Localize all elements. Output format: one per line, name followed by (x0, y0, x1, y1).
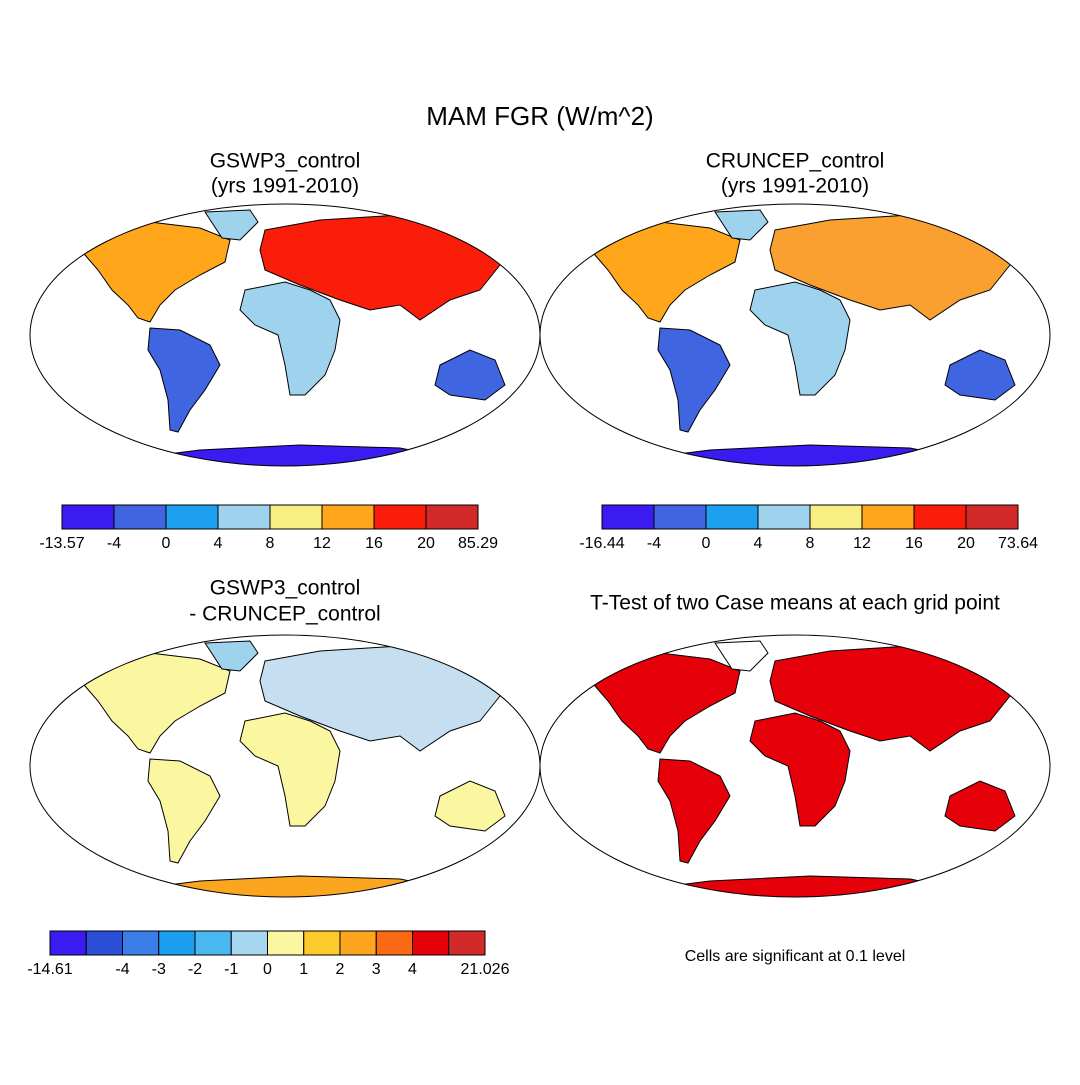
map (69, 209, 521, 466)
colorbar-label: -3 (152, 961, 166, 978)
landmass (714, 209, 769, 241)
colorbar-box (412, 930, 450, 956)
panel-title: (yrs 1991-2010) (211, 175, 359, 198)
colorbar-label: 4 (754, 535, 763, 552)
landmass (579, 652, 741, 754)
colorbar-box (757, 504, 811, 530)
landmass (119, 875, 451, 897)
colorbar-box (425, 504, 479, 530)
landmass (657, 758, 731, 864)
colorbar-box (705, 504, 759, 530)
colorbar-label: 12 (313, 535, 331, 552)
colorbar-label: 16 (365, 535, 383, 552)
map (579, 640, 1031, 897)
map (579, 209, 1031, 466)
colorbar-box (339, 930, 377, 956)
colorbar-box (122, 930, 160, 956)
colorbar-label: 8 (806, 535, 815, 552)
colorbar-box (85, 930, 123, 956)
colorbar-box (809, 504, 863, 530)
colorbar-box (601, 504, 655, 530)
colorbar-box (113, 504, 167, 530)
colorbar-box (230, 930, 268, 956)
colorbar-label: 4 (408, 961, 417, 978)
colorbar-label: 0 (702, 535, 711, 552)
colorbar-label: -4 (115, 961, 129, 978)
colorbar-label: 0 (263, 961, 272, 978)
colorbar-label: 20 (417, 535, 435, 552)
colorbar-label: 21.026 (461, 961, 510, 978)
colorbar-label: 0 (162, 535, 171, 552)
colorbar-label: -1 (224, 961, 238, 978)
colorbar-box (321, 504, 375, 530)
landmass (239, 712, 341, 827)
landmass (147, 327, 221, 433)
colorbar-box (217, 504, 271, 530)
colorbar-label: 85.29 (458, 535, 498, 552)
colorbar-label: 73.64 (998, 535, 1038, 552)
panel-title: CRUNCEP_control (706, 150, 885, 173)
colorbar-box (158, 930, 196, 956)
map-border (539, 634, 1051, 898)
colorbar-box (861, 504, 915, 530)
colorbar-label: -4 (107, 535, 121, 552)
colorbar-label: 2 (336, 961, 345, 978)
colorbar-label: 3 (372, 961, 381, 978)
landmass (749, 281, 851, 396)
map (69, 640, 521, 897)
colorbar-label: -13.57 (39, 535, 84, 552)
landmass (239, 281, 341, 396)
colorbar-label: -2 (188, 961, 202, 978)
landmass (69, 221, 231, 323)
landmass (204, 209, 259, 241)
colorbar-box (653, 504, 707, 530)
landmass (204, 640, 259, 672)
figure-title: MAM FGR (W/m^2) (426, 101, 653, 131)
colorbar-box (194, 930, 232, 956)
colorbar-box (165, 504, 219, 530)
colorbar-box (267, 930, 305, 956)
colorbar-box (269, 504, 323, 530)
landmass (579, 221, 741, 323)
landmass (434, 780, 506, 832)
landmass (944, 780, 1016, 832)
landmass (714, 640, 769, 672)
colorbar-label: 1 (299, 961, 308, 978)
colorbar-label: 4 (214, 535, 223, 552)
colorbar-box (448, 930, 486, 956)
landmass (657, 327, 731, 433)
colorbar-box (61, 504, 115, 530)
colorbar-label: -4 (647, 535, 661, 552)
panel-title: GSWP3_control (210, 577, 361, 600)
colorbar-box (373, 504, 427, 530)
panel-title: T-Test of two Case means at each grid po… (590, 592, 1000, 615)
colorbar-box (965, 504, 1019, 530)
landmass (434, 349, 506, 401)
map-border (539, 203, 1051, 467)
colorbar-label: 16 (905, 535, 923, 552)
colorbar-label: 20 (957, 535, 975, 552)
colorbar-label: 8 (266, 535, 275, 552)
panel-title: GSWP3_control (210, 150, 361, 173)
colorbar-box (375, 930, 413, 956)
landmass (69, 652, 231, 754)
panel-title: (yrs 1991-2010) (721, 175, 869, 198)
colorbar-box (303, 930, 341, 956)
landmass (629, 875, 961, 897)
colorbar-box (49, 930, 87, 956)
landmass (749, 712, 851, 827)
panel-title: - CRUNCEP_control (189, 603, 380, 626)
landmass (147, 758, 221, 864)
colorbar-label: -14.61 (27, 961, 72, 978)
landmass (629, 444, 961, 466)
panel-note: Cells are significant at 0.1 level (685, 948, 906, 965)
colorbar-box (913, 504, 967, 530)
colorbar-label: -16.44 (579, 535, 624, 552)
landmass (944, 349, 1016, 401)
colorbar-label: 12 (853, 535, 871, 552)
landmass (119, 444, 451, 466)
